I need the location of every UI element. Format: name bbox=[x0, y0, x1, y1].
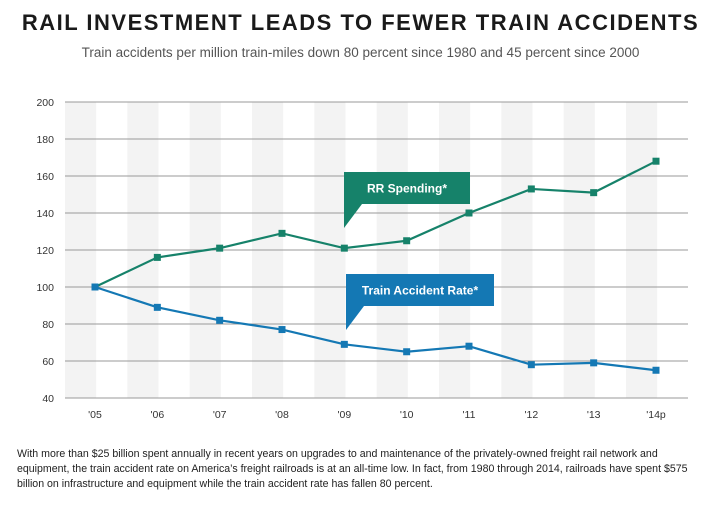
data-point bbox=[527, 361, 535, 369]
x-tick-label: '13 bbox=[587, 409, 601, 421]
x-tick-label: '08 bbox=[275, 409, 289, 421]
series-legend-label: Train Accident Rate* bbox=[362, 284, 479, 298]
y-tick-label: 160 bbox=[36, 171, 54, 183]
data-point bbox=[91, 283, 99, 291]
y-tick-label: 40 bbox=[42, 393, 54, 405]
x-tick-label: '10 bbox=[400, 409, 414, 421]
data-point bbox=[403, 348, 411, 356]
footnote-text: With more than $25 billion spent annuall… bbox=[17, 448, 688, 490]
data-point bbox=[340, 340, 348, 348]
data-point bbox=[216, 316, 224, 324]
series-legend-label: RR Spending* bbox=[367, 182, 447, 196]
data-point bbox=[590, 359, 598, 367]
x-tick-label: '12 bbox=[524, 409, 538, 421]
y-tick-label: 180 bbox=[36, 134, 54, 146]
chart-subtitle: Train accidents per million train-miles … bbox=[81, 45, 640, 60]
y-tick-label: 140 bbox=[36, 208, 54, 220]
callout-box bbox=[344, 172, 470, 228]
series-line-0 bbox=[94, 160, 657, 288]
x-tick-label: '09 bbox=[337, 409, 351, 421]
x-tick-label: '14p bbox=[646, 409, 666, 421]
data-point bbox=[278, 229, 286, 237]
data-point bbox=[652, 366, 660, 374]
x-tick-label: '06 bbox=[150, 409, 164, 421]
y-tick-label: 200 bbox=[36, 97, 54, 109]
x-tick-label: '05 bbox=[88, 409, 102, 421]
x-tick-label: '11 bbox=[463, 409, 476, 421]
callout-box bbox=[346, 274, 494, 330]
data-point bbox=[403, 237, 411, 245]
y-tick-label: 100 bbox=[36, 282, 54, 294]
data-point bbox=[153, 253, 161, 261]
y-tick-label: 60 bbox=[42, 356, 54, 368]
chart-title: RAIL INVESTMENT LEADS TO FEWER TRAIN ACC… bbox=[21, 10, 700, 35]
data-point bbox=[527, 185, 535, 193]
data-point bbox=[465, 209, 473, 217]
series-line-1 bbox=[94, 285, 657, 372]
y-tick-label: 120 bbox=[36, 245, 54, 257]
data-point bbox=[278, 326, 286, 334]
y-tick-label: 80 bbox=[42, 319, 54, 331]
data-point bbox=[465, 342, 473, 350]
line-chart: 40 60 80 100 120 140 160 180 200 '05 '06 '07 '08 '09… bbox=[36, 97, 688, 421]
data-point bbox=[652, 157, 660, 165]
data-point bbox=[590, 189, 598, 197]
data-point bbox=[153, 303, 161, 311]
data-point bbox=[216, 244, 224, 252]
data-point bbox=[340, 244, 348, 252]
x-tick-label: '07 bbox=[213, 409, 227, 421]
